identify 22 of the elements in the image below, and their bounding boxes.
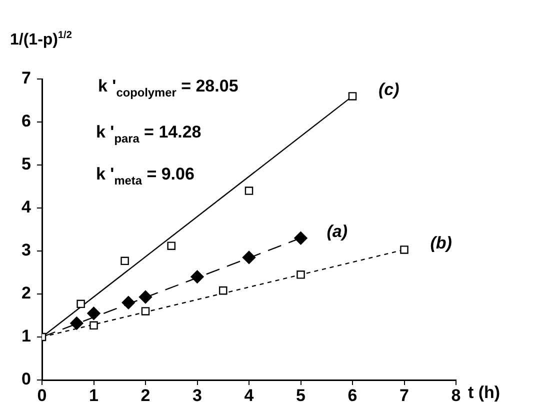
y-tick-label: 3 bbox=[22, 240, 31, 260]
x-tick-label: 0 bbox=[37, 386, 47, 402]
y-tick-label: 0 bbox=[22, 370, 31, 389]
series-label: (a) bbox=[326, 222, 348, 241]
x-axis-title: t (h) bbox=[468, 383, 500, 402]
y-axis-title: 1/(1-p)$^{1/2}$ bbox=[10, 30, 72, 50]
x-tick-label: 5 bbox=[296, 386, 306, 402]
y-tick-label: 4 bbox=[22, 198, 32, 217]
x-tick-label: 3 bbox=[192, 386, 202, 402]
x-tick-label: 1 bbox=[89, 386, 98, 402]
x-tick-label: 8 bbox=[451, 386, 461, 402]
x-tick-label: 6 bbox=[348, 386, 358, 402]
x-tick-label: 2 bbox=[140, 386, 150, 402]
y-tick-label: 2 bbox=[22, 284, 31, 303]
series-label: (c) bbox=[378, 80, 400, 99]
y-tick-label: 5 bbox=[22, 154, 31, 174]
x-tick-label: 7 bbox=[400, 386, 409, 402]
y-tick-label: 6 bbox=[22, 112, 31, 131]
x-tick-label: 4 bbox=[244, 386, 254, 402]
series-label: (b) bbox=[430, 233, 452, 252]
y-tick-label: 1 bbox=[22, 326, 31, 346]
y-tick-label: 7 bbox=[22, 68, 31, 88]
